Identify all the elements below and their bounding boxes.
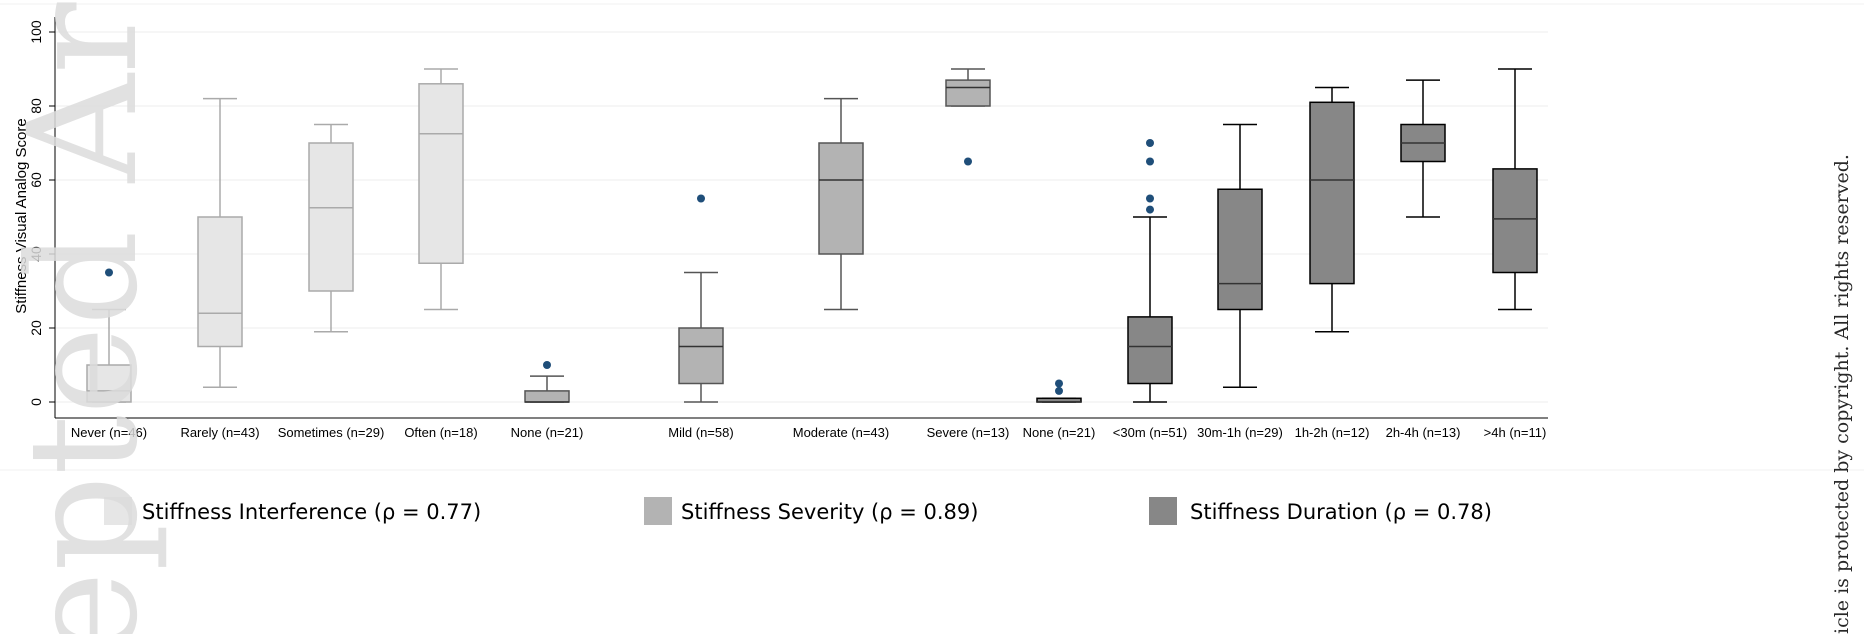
box-item: >4h (n=11)	[1484, 68, 1547, 440]
box-rect	[818, 142, 864, 255]
box-rect	[678, 327, 724, 385]
outlier-point	[1146, 139, 1154, 147]
outlier-point	[105, 268, 113, 277]
box-item: None (n=21)	[1023, 379, 1096, 440]
x-tick-label: None (n=21)	[511, 425, 584, 440]
outlier-point	[543, 361, 551, 369]
box-rect	[418, 83, 464, 264]
x-tick-label: Never (n=46)	[71, 425, 147, 440]
outlier-point	[1146, 157, 1154, 166]
box-item: Rarely (n=43)	[180, 97, 260, 440]
box-rect	[1309, 101, 1355, 285]
box-item: 2h-4h (n=13)	[1386, 79, 1461, 440]
outlier-point	[1146, 194, 1154, 203]
box-rect	[197, 216, 243, 348]
legend-label: Stiffness Duration (ρ = 0.78)	[1190, 500, 1492, 524]
x-tick-label: Sometimes (n=29)	[278, 425, 385, 440]
x-tick-label: Often (n=18)	[404, 425, 477, 440]
legend-swatch	[1149, 497, 1177, 525]
grid-lines	[0, 3, 1864, 471]
y-tick-label: 40	[28, 246, 44, 262]
legend-label: Stiffness Severity (ρ = 0.89)	[681, 500, 978, 524]
x-tick-label: 30m-1h (n=29)	[1197, 425, 1283, 440]
legend: Stiffness Interference (ρ = 0.77) Stiffne…	[104, 497, 1492, 525]
box-item: 30m-1h (n=29)	[1197, 123, 1283, 440]
legend-item: Stiffness Interference (ρ = 0.77)	[104, 497, 481, 525]
box-rect	[1217, 188, 1263, 311]
watermark-text: epted Art	[0, 0, 171, 634]
box-item: Never (n=46)	[71, 268, 147, 440]
x-tick-label: Mild (n=58)	[668, 425, 733, 440]
outlier-point	[1055, 386, 1063, 395]
x-tick-label: 2h-4h (n=13)	[1386, 425, 1461, 440]
legend-item: Stiffness Duration (ρ = 0.78)	[1149, 497, 1492, 525]
box-rect	[1127, 316, 1173, 385]
x-tick-label: <30m (n=51)	[1113, 425, 1187, 440]
x-tick-label: None (n=21)	[1023, 425, 1096, 440]
legend-swatch	[644, 497, 672, 525]
box-rect	[945, 79, 991, 107]
box-item: Moderate (n=43)	[793, 97, 889, 440]
box-series: Never (n=46) Rarely (n=43) Sometimes (n=29…	[71, 68, 1547, 440]
outlier-point	[1055, 379, 1063, 388]
y-tick-label: 0	[28, 398, 44, 406]
copyright-notice: icle is protected by copyright. All righ…	[1831, 154, 1853, 634]
box-item: None (n=21)	[511, 361, 584, 440]
box-rect	[524, 390, 570, 403]
y-tick-label: 100	[28, 20, 44, 44]
legend-swatch	[104, 497, 132, 525]
y-axis-label: Stiffness Visual Analog Score	[13, 118, 30, 313]
box-rect	[308, 142, 354, 292]
x-tick-label: Severe (n=13)	[927, 425, 1010, 440]
outlier-point	[964, 157, 972, 166]
x-tick-label: Rarely (n=43)	[180, 425, 259, 440]
y-tick-label: 80	[28, 98, 44, 114]
y-tick-label: 60	[28, 172, 44, 188]
y-tick-label: 20	[28, 320, 44, 336]
box-rect	[1492, 168, 1538, 274]
x-tick-label: >4h (n=11)	[1484, 425, 1547, 440]
box-item: <30m (n=51)	[1113, 139, 1187, 440]
legend-label: Stiffness Interference (ρ = 0.77)	[142, 500, 481, 524]
box-item: Sometimes (n=29)	[278, 123, 385, 440]
axes: 0 20 40 60 80 100	[28, 17, 1548, 419]
box-item: Mild (n=58)	[668, 194, 734, 440]
box-rect	[86, 364, 132, 403]
x-tick-label: Moderate (n=43)	[793, 425, 889, 440]
box-item: Often (n=18)	[404, 68, 478, 440]
outlier-point	[697, 194, 705, 203]
legend-item: Stiffness Severity (ρ = 0.89)	[644, 497, 978, 525]
box-item: Severe (n=13)	[927, 68, 1010, 440]
outlier-point	[1146, 205, 1154, 214]
x-tick-label: 1h-2h (n=12)	[1295, 425, 1370, 440]
box-item: 1h-2h (n=12)	[1295, 86, 1370, 440]
